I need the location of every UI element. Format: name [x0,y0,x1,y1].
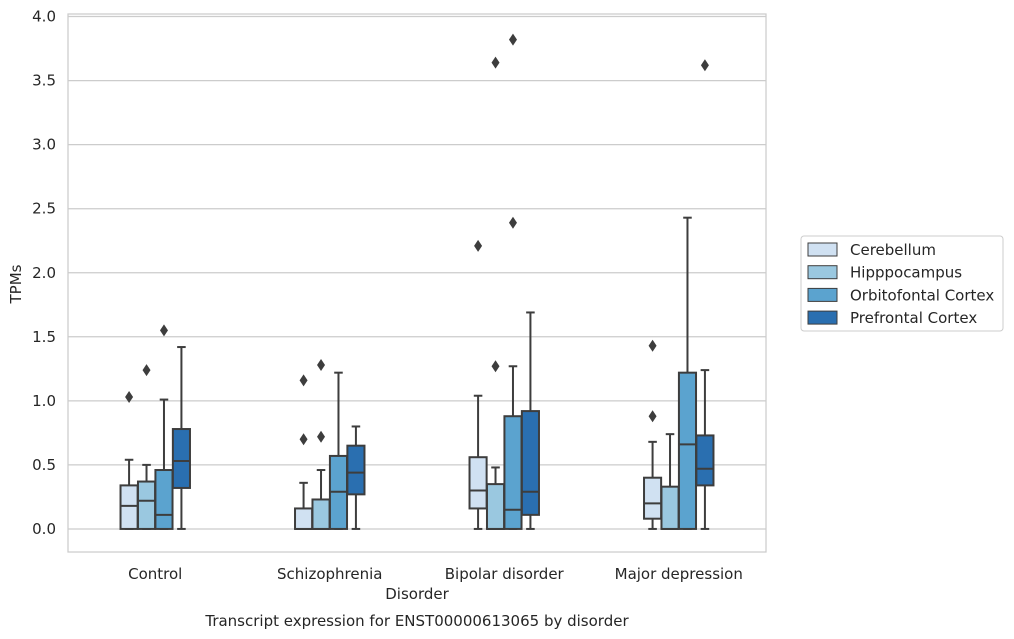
x-axis-ticks: Control Schizophrenia Bipolar disorder Majo… [128,565,743,583]
y-tick-label: 0.5 [32,456,56,474]
box-cerebellum [643,339,663,530]
box-cerebellum [468,239,488,530]
box-iqr [346,444,366,496]
outlier-point [317,430,326,443]
outlier-point [491,56,500,69]
outlier-point [474,239,483,252]
box-plots [119,33,715,530]
box-prefrontal-cortex [346,425,366,530]
box-iqr [520,410,540,516]
legend-swatch [807,310,838,325]
box-prefrontal-cortex [520,311,540,530]
box-cerebellum [294,374,314,530]
box-iqr [119,484,139,530]
box-orbitofontal-cortex [503,33,523,530]
box-iqr [311,498,331,530]
outlier-point [508,216,517,229]
legend-label: Hipppocampus [850,264,962,282]
box-orbitofontal-cortex [677,216,698,530]
outlier-point [125,391,134,404]
outlier-point [299,433,308,446]
y-tick-label: 1.0 [32,392,56,410]
box-cerebellum [119,391,139,530]
box-orbitofontal-cortex [154,324,174,530]
box-iqr [468,456,488,510]
x-tick-label: Bipolar disorder [445,565,565,583]
y-tick-label: 3.5 [32,72,56,90]
legend-label: Cerebellum [850,241,936,259]
legend-swatch [807,287,838,302]
box-hipppocampus [660,433,680,530]
outlier-point [508,33,517,46]
outlier-point [700,59,709,72]
box-iqr [171,428,191,489]
box-iqr [294,507,314,530]
box-iqr [695,434,715,487]
box-iqr [677,371,698,530]
box-hipppocampus [136,364,157,530]
outlier-point [317,358,326,371]
legend: Cerebellum Hipppocampus Orbitofontal Corte… [800,235,1004,332]
box-prefrontal-cortex [171,346,191,530]
outlier-point [491,360,500,373]
box-hipppocampus [311,358,331,530]
outlier-point [648,410,657,423]
y-tick-label: 2.5 [32,200,56,218]
box-iqr [136,480,157,530]
outlier-point [159,324,168,337]
box-iqr [503,415,523,530]
y-axis-title: TPMs [7,264,25,304]
legend-swatch [807,242,838,257]
legend-frame [800,235,1004,332]
outlier-point [142,364,151,377]
x-tick-label: Control [128,565,182,583]
y-tick-label: 3.0 [32,136,56,154]
outlier-point [299,374,308,387]
box-orbitofontal-cortex [328,371,349,530]
y-tick-label: 1.5 [32,328,56,346]
box-iqr [643,476,663,520]
x-tick-label: Major depression [615,565,743,583]
box-iqr [660,485,680,530]
plot-frame [67,13,767,553]
box-iqr [154,469,174,530]
legend-label: Orbitofontal Cortex [850,286,994,304]
legend-label: Prefrontal Cortex [850,309,977,327]
box-hipppocampus [485,56,506,530]
y-tick-label: 2.0 [32,264,56,282]
x-axis-title: Disorder [385,585,449,603]
legend-swatch [807,265,838,280]
y-tick-label: 0.0 [32,520,56,538]
box-prefrontal-cortex [695,59,715,530]
y-axis-ticks: 0.0 0.5 1.0 1.5 2.0 2.5 3.0 3.5 4.0 [32,8,56,538]
chart-title: Transcript expression for ENST0000061306… [204,612,629,630]
y-tick-label: 4.0 [32,8,56,26]
outlier-point [648,339,657,352]
x-tick-label: Schizophrenia [277,565,382,583]
box-iqr [485,483,506,530]
